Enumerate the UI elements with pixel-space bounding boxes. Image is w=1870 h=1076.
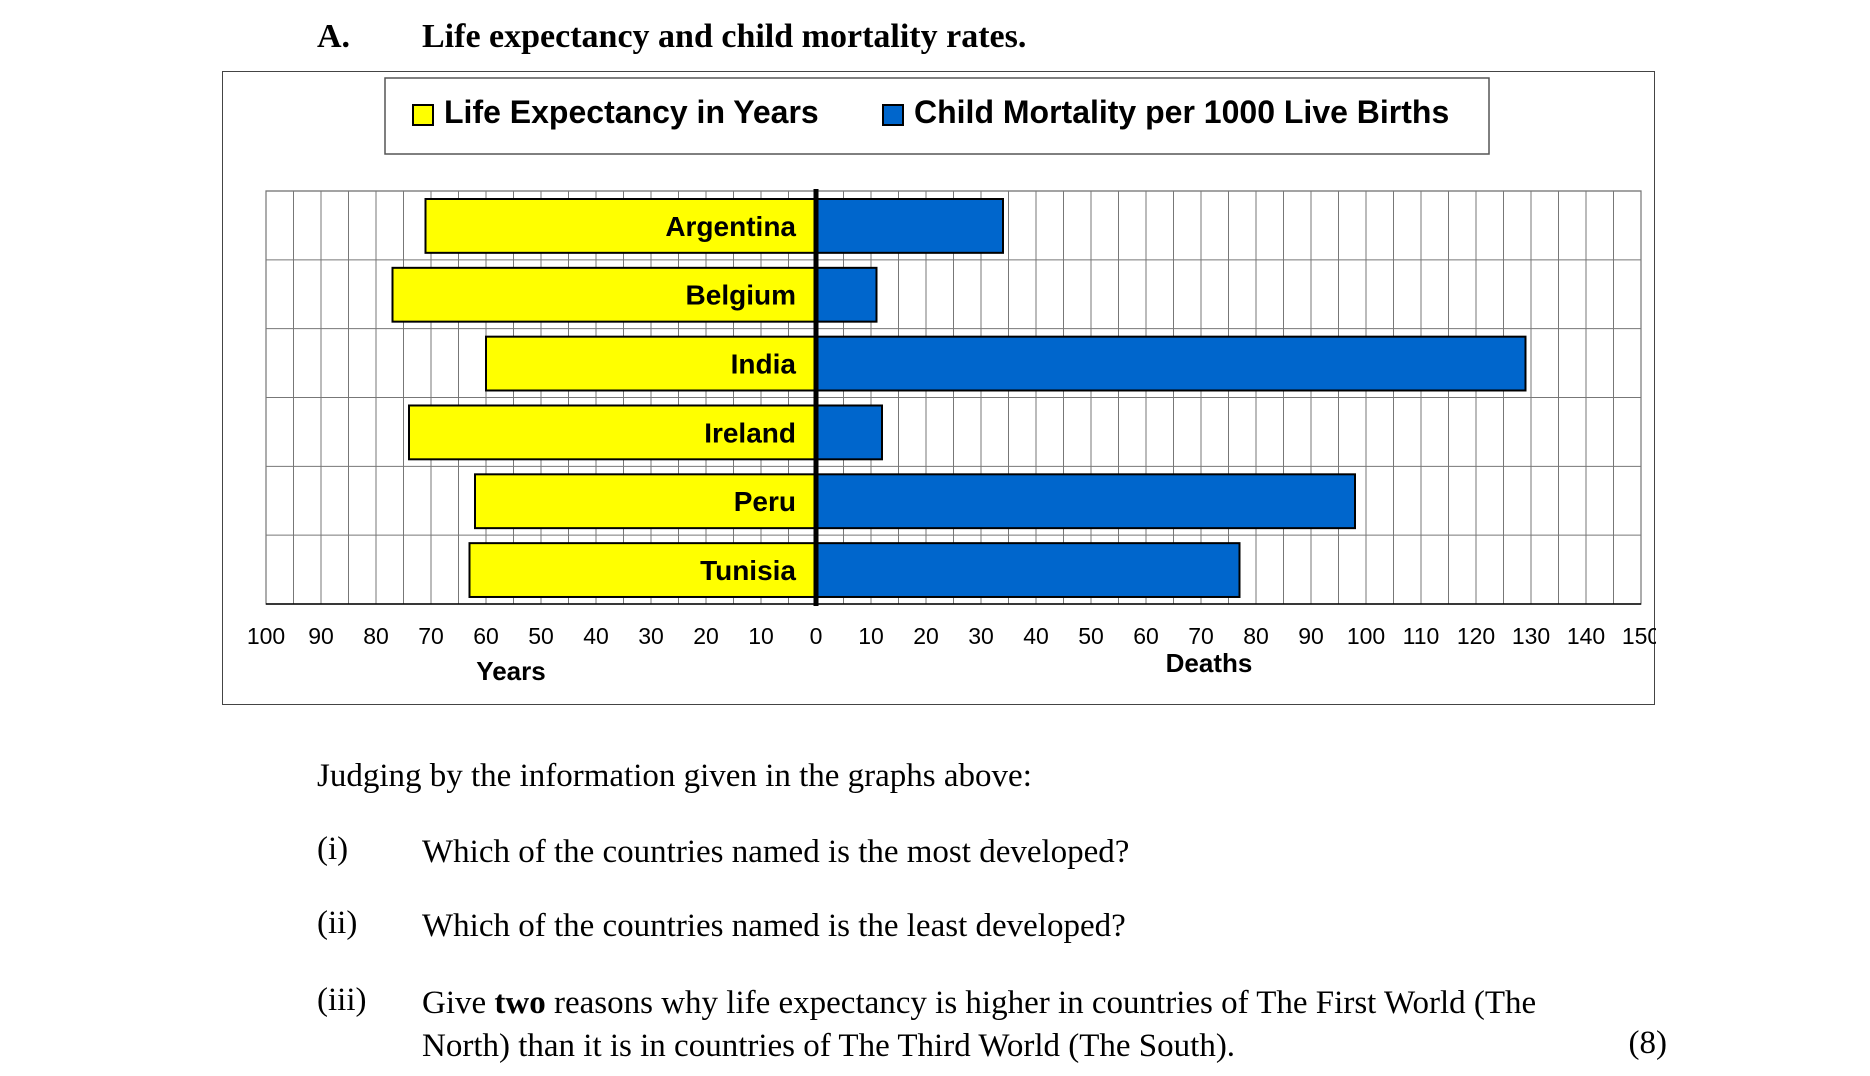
question-emphasis: two bbox=[494, 985, 546, 1021]
tick-label-years: 40 bbox=[583, 623, 609, 649]
legend-box bbox=[384, 77, 1490, 155]
question-number: (i) bbox=[317, 831, 349, 867]
bar-life-expectancy bbox=[408, 404, 817, 461]
tick-label-deaths: 90 bbox=[1298, 623, 1324, 649]
tick-label-deaths: 60 bbox=[1133, 623, 1159, 649]
question-item: (i) Which of the countries named is the … bbox=[317, 831, 1667, 876]
tick-label-deaths: 100 bbox=[1347, 623, 1385, 649]
tick-label-deaths: 0 bbox=[810, 623, 823, 649]
legend-label-life-expectancy: Life Expectancy in Years bbox=[444, 94, 819, 130]
tick-label-deaths: 10 bbox=[858, 623, 884, 649]
tick-label-deaths: 20 bbox=[913, 623, 939, 649]
tick-label-deaths: 110 bbox=[1403, 623, 1440, 649]
questions-intro: Judging by the information given in the … bbox=[317, 758, 1032, 795]
tick-label-years: 20 bbox=[693, 623, 719, 649]
category-label: Peru bbox=[734, 486, 796, 517]
tick-label-years: 80 bbox=[363, 623, 389, 649]
tick-label-years: 50 bbox=[528, 623, 554, 649]
bar-child-mortality bbox=[815, 404, 883, 461]
chart: Life Expectancy in Years Child Mortality… bbox=[247, 77, 1656, 686]
tick-label-deaths: 120 bbox=[1457, 623, 1495, 649]
question-marks: (8) bbox=[1628, 1025, 1667, 1061]
grid bbox=[265, 190, 1642, 605]
question-item: (iii) Give two reasons why life expectan… bbox=[317, 982, 1667, 1072]
chart-frame: Life Expectancy in Years Child Mortality… bbox=[222, 71, 1656, 705]
bar-child-mortality bbox=[815, 542, 1241, 598]
legend-label-child-mortality: Child Mortality per 1000 Live Births bbox=[914, 94, 1449, 130]
legend-swatch-life-expectancy bbox=[412, 104, 434, 126]
question-text-line2: North) than it is in countries of The Th… bbox=[422, 1028, 1236, 1064]
category-label: Ireland bbox=[704, 417, 796, 448]
bar-child-mortality bbox=[815, 335, 1527, 392]
tick-label-years: 60 bbox=[473, 623, 499, 649]
question-text-part: Give bbox=[422, 985, 495, 1021]
bar-life-expectancy bbox=[391, 266, 817, 323]
bar-life-expectancy bbox=[468, 542, 817, 598]
tick-label-deaths: 80 bbox=[1243, 623, 1269, 649]
tick-label-deaths: 50 bbox=[1078, 623, 1104, 649]
tick-label-years: 10 bbox=[748, 623, 774, 649]
category-label: Tunisia bbox=[700, 555, 796, 586]
tick-label-years: 30 bbox=[638, 623, 664, 649]
tick-label-deaths: 40 bbox=[1023, 623, 1049, 649]
section-letter: A. bbox=[317, 18, 351, 55]
bar-child-mortality bbox=[815, 198, 1004, 254]
right-axis-label: Deaths bbox=[1166, 648, 1253, 678]
tick-label-deaths: 130 bbox=[1512, 623, 1550, 649]
question-text: Give two reasons why life expectancy is … bbox=[422, 982, 1536, 1068]
bars: Argentina Belgium India Ireland Peru Tunisia bbox=[266, 189, 1641, 606]
question-number: (iii) bbox=[317, 982, 367, 1018]
question-text-part: reasons why life expectancy is higher in… bbox=[545, 985, 1537, 1021]
question-item: (ii) Which of the countries named is the… bbox=[317, 905, 1667, 950]
legend: Life Expectancy in Years Child Mortality… bbox=[384, 77, 1490, 155]
bar-child-mortality bbox=[815, 266, 878, 323]
category-label: India bbox=[731, 349, 797, 380]
left-axis-label: Years bbox=[476, 656, 545, 686]
bar-life-expectancy bbox=[474, 473, 817, 530]
tick-label-deaths: 70 bbox=[1188, 623, 1214, 649]
tick-label-deaths: 140 bbox=[1567, 623, 1605, 649]
intro-text: Judging by the information given in the … bbox=[317, 758, 1032, 794]
category-label: Argentina bbox=[665, 211, 796, 242]
tick-label-years: 100 bbox=[247, 623, 285, 649]
section-title: Life expectancy and child mortality rate… bbox=[422, 18, 1027, 55]
question-number: (ii) bbox=[317, 905, 358, 941]
question-text: Which of the countries named is the most… bbox=[422, 834, 1130, 870]
legend-swatch-child-mortality bbox=[882, 104, 904, 126]
tick-label-deaths: 30 bbox=[968, 623, 994, 649]
tick-label-deaths: 150 bbox=[1622, 623, 1656, 649]
tick-label-years: 70 bbox=[418, 623, 444, 649]
question-text: Which of the countries named is the leas… bbox=[422, 908, 1126, 944]
tick-labels: 100 90 80 70 60 50 40 30 20 10 0 10 20 30 40 50 60 70 80 90… bbox=[247, 623, 1656, 649]
category-label: Belgium bbox=[686, 280, 796, 311]
tick-label-years: 90 bbox=[308, 623, 334, 649]
bar-child-mortality bbox=[815, 473, 1356, 530]
